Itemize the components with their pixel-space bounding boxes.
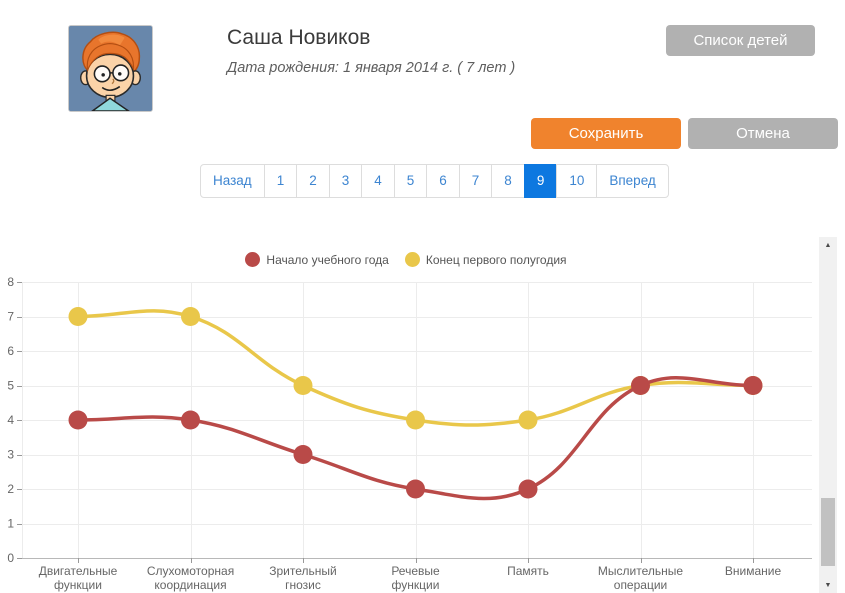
legend-item-0[interactable]: Начало учебного года <box>245 252 389 267</box>
child-avatar <box>68 25 153 112</box>
pagination: Назад 1 2 3 4 5 6 7 8 9 10 Вперед <box>200 164 669 199</box>
pagination-page-3[interactable]: 3 <box>328 164 363 199</box>
pagination-page-9[interactable]: 9 <box>523 164 558 199</box>
legend-label: Начало учебного года <box>266 252 389 267</box>
pagination-prev[interactable]: Назад <box>200 164 265 199</box>
scroll-up-icon[interactable]: ▲ <box>824 241 832 249</box>
vertical-scrollbar[interactable]: ▲ ▼ <box>819 237 837 593</box>
legend-item-1[interactable]: Конец первого полугодия <box>404 252 567 267</box>
legend-dot-icon <box>404 252 420 267</box>
save-button[interactable]: Сохранить <box>531 118 681 149</box>
pagination-page-8[interactable]: 8 <box>491 164 525 199</box>
boy-avatar-illustration <box>69 26 152 111</box>
assessment-chart: Начало учебного года Конец первого полуго… <box>0 240 845 593</box>
pagination-page-10[interactable]: 10 <box>556 164 598 199</box>
pagination-page-4[interactable]: 4 <box>361 164 395 199</box>
scrollbar-thumb[interactable] <box>821 498 835 566</box>
birth-date-info: Дата рождения: 1 января 2014 г. ( 7 лет … <box>227 60 516 76</box>
pagination-page-6[interactable]: 6 <box>426 164 460 199</box>
chart-legend: Начало учебного года Конец первого полуго… <box>0 252 812 267</box>
child-name: Саша Новиков <box>227 26 371 49</box>
pagination-next[interactable]: Вперед <box>596 164 669 199</box>
pagination-page-5[interactable]: 5 <box>393 164 428 199</box>
cancel-button[interactable]: Отмена <box>688 118 838 149</box>
children-list-button[interactable]: Список детей <box>666 25 815 56</box>
pagination-page-1[interactable]: 1 <box>263 164 298 199</box>
scroll-down-icon[interactable]: ▼ <box>824 581 832 589</box>
pagination-page-7[interactable]: 7 <box>458 164 493 199</box>
pagination-page-2[interactable]: 2 <box>296 164 330 199</box>
legend-dot-icon <box>245 252 261 267</box>
legend-label: Конец первого полугодия <box>425 252 567 267</box>
line-chart-canvas[interactable] <box>0 240 845 593</box>
